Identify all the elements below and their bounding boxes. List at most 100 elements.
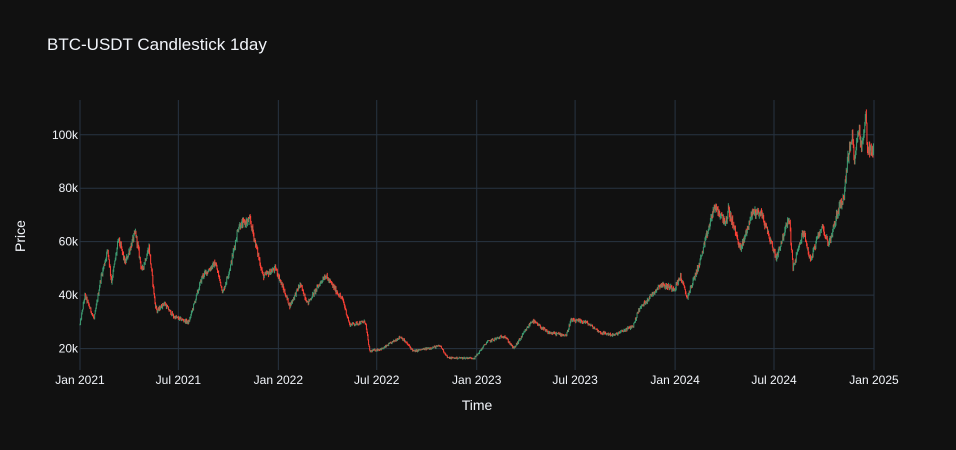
candle-body: [263, 274, 264, 279]
candle: [186, 320, 188, 325]
candle: [826, 235, 828, 241]
candle: [182, 319, 184, 321]
candle: [555, 331, 557, 337]
candle-body: [828, 242, 830, 246]
candle: [539, 324, 541, 328]
candle-body: [218, 276, 220, 278]
candle: [775, 255, 777, 258]
candle-body: [482, 346, 484, 348]
candle-body: [542, 328, 543, 330]
candle-body: [819, 231, 820, 234]
candle-body: [235, 241, 236, 248]
candle-body: [247, 219, 249, 221]
candle: [244, 218, 246, 225]
candle-body: [121, 243, 122, 248]
candle: [346, 313, 348, 317]
candle: [865, 109, 867, 124]
candle: [801, 233, 803, 244]
candle-body: [206, 271, 208, 275]
candle: [316, 284, 318, 287]
candle: [244, 221, 246, 228]
candle: [520, 338, 522, 340]
candle-body: [200, 280, 202, 283]
candle-body: [378, 349, 380, 351]
candle: [600, 332, 602, 335]
candle-body: [168, 309, 170, 311]
candle: [696, 265, 698, 274]
candle-body: [270, 272, 272, 275]
candle: [371, 349, 373, 352]
candle-body: [834, 222, 836, 225]
candle-body: [683, 283, 685, 286]
candle: [224, 285, 226, 289]
candle-body: [512, 345, 513, 348]
candle-body: [96, 304, 97, 309]
candle-body: [141, 266, 142, 269]
candle: [809, 255, 811, 259]
candle: [540, 326, 542, 329]
candle-body: [179, 317, 181, 319]
candle-body: [761, 211, 762, 213]
candle: [280, 280, 282, 285]
candle-body: [821, 227, 823, 230]
candle-body: [400, 337, 402, 338]
candle-body: [198, 289, 199, 292]
candle-body: [398, 336, 400, 340]
candle: [119, 237, 121, 247]
candle-body: [536, 322, 538, 324]
candle-body: [699, 259, 701, 266]
candle: [89, 306, 91, 309]
candle: [506, 337, 508, 340]
candle: [309, 298, 311, 300]
candle-body: [216, 264, 217, 267]
candle-body: [349, 323, 351, 327]
candle-body: [757, 208, 758, 212]
candle-body: [810, 256, 811, 260]
candle-body: [156, 309, 158, 312]
candle-body: [295, 293, 297, 296]
candle-body: [338, 294, 339, 297]
candle-body: [257, 248, 259, 255]
candle-body: [337, 292, 338, 294]
candle: [836, 210, 838, 220]
candle: [590, 323, 592, 327]
candle: [747, 225, 749, 230]
candle: [102, 266, 104, 272]
candle: [597, 329, 599, 333]
candle: [767, 229, 769, 233]
candle-body: [770, 240, 772, 243]
candle: [305, 296, 307, 301]
candle: [355, 321, 357, 326]
candle: [444, 352, 446, 354]
candle: [308, 299, 310, 302]
candle: [425, 347, 427, 351]
candle-body: [807, 248, 809, 252]
candle-body: [578, 319, 580, 321]
candle-body: [143, 264, 145, 269]
candle: [596, 328, 598, 331]
candle: [436, 345, 438, 347]
candle: [645, 301, 647, 305]
candle: [514, 345, 516, 348]
candle: [353, 323, 355, 327]
candle-body: [838, 209, 839, 213]
candle-body: [768, 234, 770, 239]
candle-body: [741, 246, 743, 247]
candle: [242, 216, 244, 228]
candle-body: [859, 126, 861, 138]
candle: [608, 334, 610, 336]
candle: [505, 336, 507, 340]
candle: [454, 357, 456, 359]
candle-body: [268, 273, 270, 276]
candle: [370, 350, 372, 353]
candle-body: [433, 347, 435, 348]
candle: [768, 230, 770, 237]
candle: [168, 306, 170, 311]
candle: [179, 317, 181, 320]
candle: [739, 242, 741, 249]
candle: [625, 328, 627, 332]
candle-body: [746, 230, 748, 234]
candle-body: [776, 253, 778, 257]
candle: [870, 143, 872, 156]
candle-body: [695, 270, 697, 276]
